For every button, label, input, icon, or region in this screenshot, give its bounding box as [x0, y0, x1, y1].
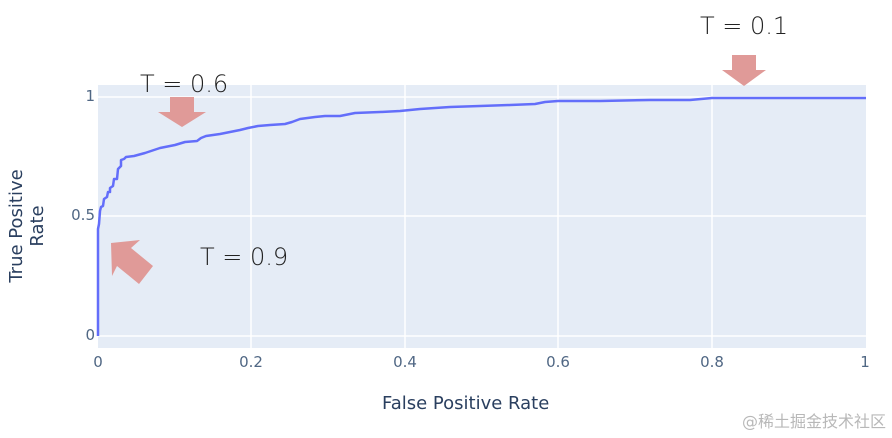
x-tick-0: 0 — [93, 353, 103, 371]
y-tick-0-5: 0.5 — [71, 206, 95, 224]
x-tick-1: 1 — [860, 353, 870, 371]
y-gridlines — [98, 96, 866, 337]
x-tick-0-8: 0.8 — [700, 353, 724, 371]
x-tick-0-6: 0.6 — [546, 353, 570, 371]
annotation-t06: T = 0.6 — [140, 70, 229, 98]
annotation-t09: T = 0.9 — [200, 243, 289, 271]
arrow-t06-icon — [158, 97, 206, 127]
annotation-t01: T = 0.1 — [700, 12, 789, 40]
y-tick-1: 1 — [85, 87, 95, 105]
y-tick-0: 0 — [85, 326, 95, 344]
roc-curve-line — [96, 96, 866, 336]
x-tick-0-4: 0.4 — [393, 353, 417, 371]
x-axis-title: False Positive Rate — [382, 393, 550, 414]
arrow-t01-icon — [722, 55, 766, 86]
watermark: @稀土掘金技术社区 — [741, 412, 886, 431]
y-axis-title: True Positive Rate — [6, 169, 48, 283]
arrow-t09-icon — [111, 240, 153, 284]
x-tick-0-2: 0.2 — [239, 353, 263, 371]
